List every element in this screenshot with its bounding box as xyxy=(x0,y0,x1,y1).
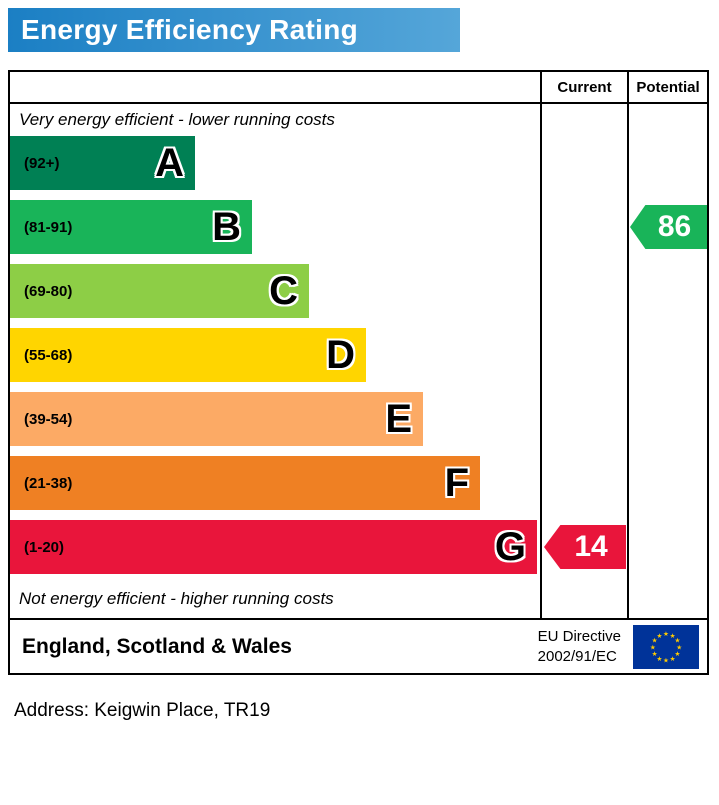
eu-directive-line1: EU Directive xyxy=(537,628,621,645)
svg-text:★: ★ xyxy=(670,631,676,639)
band-bar-g: (1-20) G xyxy=(10,520,537,574)
band-row-e: (39-54) E xyxy=(10,392,540,446)
band-letter: D xyxy=(326,333,355,377)
svg-text:★: ★ xyxy=(652,649,658,657)
svg-text:★: ★ xyxy=(656,631,662,639)
band-bar-f: (21-38) F xyxy=(10,456,480,510)
band-range: (1-20) xyxy=(24,538,65,556)
band-letter: C xyxy=(269,269,298,313)
chart-title: Energy Efficiency Rating xyxy=(21,14,359,45)
band-letter: E xyxy=(385,397,412,441)
band-bar-d: (55-68) D xyxy=(10,328,366,382)
svg-text:★: ★ xyxy=(663,656,669,664)
band-row-c: (69-80) C xyxy=(10,264,540,318)
band-bar-b: (81-91) B xyxy=(10,200,252,254)
band-list: (92+) A (81-91) B (69-80) C (55-68) D (39-54) E (2… xyxy=(10,136,540,584)
eu-directive-line2: 2002/91/EC xyxy=(537,647,617,665)
svg-text:★: ★ xyxy=(650,643,656,651)
rating-chart: Current Potential Very energy efficient … xyxy=(8,70,709,675)
band-row-d: (55-68) D xyxy=(10,328,540,382)
svg-text:★: ★ xyxy=(670,654,676,662)
eu-flag-icon: ★ ★ ★ ★ ★ ★ ★ ★ ★ ★ ★ ★ xyxy=(633,624,699,669)
band-letter: B xyxy=(212,205,241,249)
column-header-potential: Potential xyxy=(636,78,700,96)
potential-rating-value: 86 xyxy=(657,210,692,243)
svg-text:★: ★ xyxy=(674,636,680,644)
band-letter: A xyxy=(155,141,184,185)
current-column-divider xyxy=(540,72,542,618)
band-range: (92+) xyxy=(24,154,60,172)
band-row-f: (21-38) F xyxy=(10,456,540,510)
potential-column-divider xyxy=(627,72,629,618)
band-range: (69-80) xyxy=(24,282,73,300)
top-note: Very energy efficient - lower running co… xyxy=(19,110,335,129)
current-rating-value: 14 xyxy=(574,530,608,563)
column-header-current: Current xyxy=(557,78,612,96)
band-letter: F xyxy=(444,461,469,505)
band-range: (21-38) xyxy=(24,474,73,492)
eu-directive-label: EU Directive 2002/91/EC xyxy=(538,627,633,666)
svg-text:★: ★ xyxy=(674,649,680,657)
svg-text:★: ★ xyxy=(663,630,669,638)
header-divider xyxy=(10,102,707,104)
chart-footer: England, Scotland & Wales EU Directive 2… xyxy=(10,618,707,673)
band-row-g: (1-20) G xyxy=(10,520,540,574)
band-row-b: (81-91) B xyxy=(10,200,540,254)
band-range: (55-68) xyxy=(24,346,73,364)
band-bar-e: (39-54) E xyxy=(10,392,423,446)
svg-text:★: ★ xyxy=(676,643,682,651)
chart-title-bar: Energy Efficiency Rating xyxy=(8,8,460,52)
bottom-note: Not energy efficient - higher running co… xyxy=(19,589,334,608)
current-rating-marker: 14 xyxy=(544,525,626,569)
band-bar-c: (69-80) C xyxy=(10,264,309,318)
potential-rating-marker: 86 xyxy=(630,205,707,249)
footer-region: England, Scotland & Wales xyxy=(22,634,292,658)
band-range: (81-91) xyxy=(24,218,73,236)
band-row-a: (92+) A xyxy=(10,136,540,190)
band-range: (39-54) xyxy=(24,410,73,428)
svg-text:★: ★ xyxy=(652,636,658,644)
band-letter: G xyxy=(494,525,526,569)
svg-text:★: ★ xyxy=(656,654,662,662)
address-line: Address: Keigwin Place, TR19 xyxy=(14,700,271,721)
band-bar-a: (92+) A xyxy=(10,136,195,190)
